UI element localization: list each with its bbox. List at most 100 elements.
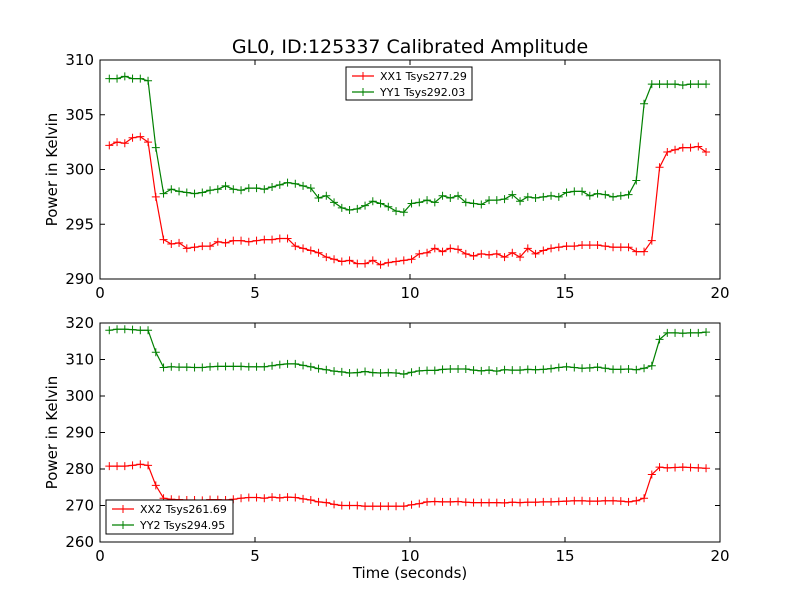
data-point xyxy=(120,139,129,148)
data-point xyxy=(113,325,122,334)
data-point xyxy=(655,335,664,344)
y-tick-label: 300 xyxy=(65,161,94,179)
series-1 xyxy=(105,72,711,217)
data-point xyxy=(562,362,571,371)
data-point xyxy=(430,244,439,253)
data-point xyxy=(485,196,494,205)
data-point xyxy=(616,365,625,374)
data-point xyxy=(609,243,618,252)
data-point xyxy=(291,493,300,502)
data-point xyxy=(632,247,641,256)
data-point xyxy=(655,463,664,472)
data-point xyxy=(415,249,424,258)
data-point xyxy=(601,242,610,251)
data-point xyxy=(492,498,501,507)
data-point xyxy=(260,185,269,194)
data-point xyxy=(345,256,354,265)
data-point xyxy=(671,145,680,154)
data-point xyxy=(392,207,401,216)
data-point xyxy=(516,253,525,262)
data-point xyxy=(237,362,246,371)
data-point xyxy=(175,187,184,196)
data-point xyxy=(609,365,618,374)
legend: XX1 Tsys277.29 YY1 Tsys292.03 xyxy=(345,66,473,101)
data-point xyxy=(330,198,339,207)
data-point xyxy=(337,257,346,266)
y-tick-label: 290 xyxy=(65,270,94,288)
data-point xyxy=(430,366,439,375)
legend-label: XX2 Tsys261.69 xyxy=(140,503,227,516)
data-point xyxy=(578,496,587,505)
data-point xyxy=(415,198,424,207)
data-point xyxy=(268,361,277,370)
data-point xyxy=(430,198,439,207)
data-point xyxy=(151,348,160,357)
data-point xyxy=(376,369,385,378)
data-point xyxy=(446,193,455,202)
data-point xyxy=(531,365,540,374)
data-point xyxy=(640,247,649,256)
data-point xyxy=(283,493,292,502)
data-point xyxy=(167,362,176,371)
x-axis-label: Time (seconds) xyxy=(352,564,468,582)
data-point xyxy=(299,244,308,253)
data-point xyxy=(562,188,571,197)
x-tick-label: 5 xyxy=(250,284,260,302)
legend-box xyxy=(105,499,234,535)
data-point xyxy=(244,493,253,502)
y-tick-label: 260 xyxy=(65,533,94,551)
data-point xyxy=(446,364,455,373)
data-point xyxy=(260,494,269,503)
data-point xyxy=(547,244,556,253)
data-point xyxy=(198,363,207,372)
data-point xyxy=(593,241,602,250)
data-point xyxy=(523,244,532,253)
data-point xyxy=(221,362,230,371)
data-point xyxy=(151,192,160,201)
data-point xyxy=(306,496,315,505)
data-point xyxy=(469,199,478,208)
data-point xyxy=(578,241,587,250)
legend-label: YY2 Tsys294.95 xyxy=(139,519,225,532)
data-point xyxy=(585,191,594,200)
x-tick-label: 15 xyxy=(555,547,574,565)
data-point xyxy=(678,81,687,90)
data-point xyxy=(120,462,129,471)
data-point xyxy=(353,259,362,268)
data-point xyxy=(105,326,114,335)
data-point xyxy=(322,365,331,374)
data-point xyxy=(609,496,618,505)
data-point xyxy=(159,363,168,372)
data-point xyxy=(306,246,315,255)
data-point xyxy=(392,369,401,378)
data-point xyxy=(120,72,129,81)
data-point xyxy=(368,197,377,206)
data-point xyxy=(477,200,486,209)
data-point xyxy=(485,498,494,507)
data-point xyxy=(492,249,501,258)
data-point xyxy=(539,365,548,374)
data-point xyxy=(299,494,308,503)
data-point xyxy=(678,143,687,152)
data-point xyxy=(578,364,587,373)
data-point xyxy=(492,367,501,376)
data-point xyxy=(299,361,308,370)
data-point xyxy=(291,359,300,368)
data-point xyxy=(671,328,680,337)
data-point xyxy=(694,463,703,472)
data-point xyxy=(702,464,711,473)
data-point xyxy=(593,363,602,372)
data-point xyxy=(655,80,664,89)
data-point xyxy=(144,461,153,470)
data-point xyxy=(345,369,354,378)
data-point xyxy=(663,147,672,156)
data-point xyxy=(647,80,656,89)
data-point xyxy=(500,365,509,374)
data-point xyxy=(523,365,532,374)
data-point xyxy=(523,192,532,201)
x-tick-label: 20 xyxy=(710,284,729,302)
data-point xyxy=(616,243,625,252)
data-point xyxy=(198,242,207,251)
data-point xyxy=(175,363,184,372)
data-point xyxy=(423,196,432,205)
